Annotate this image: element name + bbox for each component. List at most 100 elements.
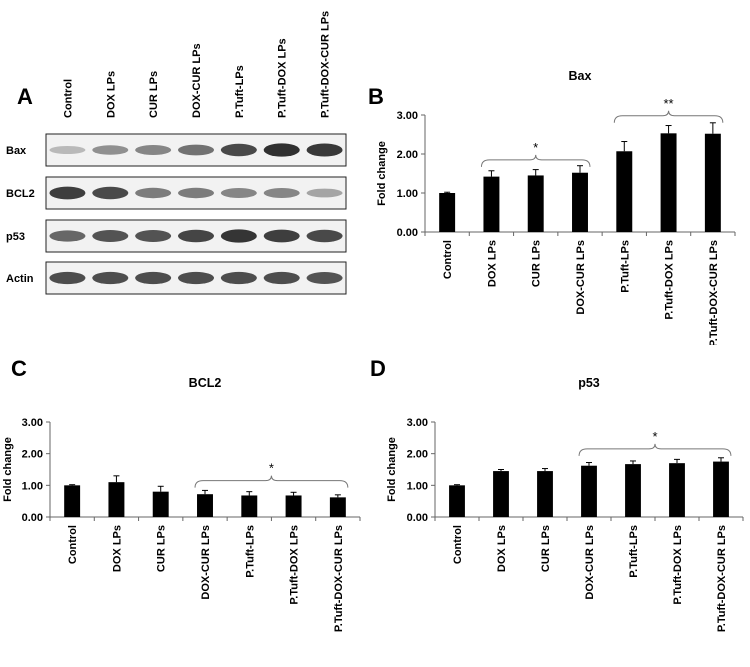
bar — [439, 193, 456, 232]
blot-band — [135, 145, 172, 155]
bar — [493, 471, 509, 517]
x-tick-label: P.Tuft-LPs — [244, 525, 256, 578]
blot-band — [263, 143, 300, 157]
blot-band — [135, 271, 172, 285]
significance-bracket — [613, 110, 724, 123]
bar — [527, 175, 544, 232]
bar — [329, 497, 346, 517]
y-tick-label: 0.00 — [397, 227, 418, 239]
chart-bcl2: BCL2 Fold change 0.00 1.00 2.00 3.00 Control DO… — [2, 376, 361, 632]
y-axis-label: Fold change — [386, 437, 398, 502]
x-tick-label: Control — [442, 240, 454, 279]
x-tick-label: P.Tuft-DOX-CUR LPs — [333, 525, 345, 632]
chart-title: p53 — [578, 376, 600, 390]
y-tick-label: 1.00 — [22, 480, 43, 492]
y-tick-label: 1.00 — [407, 480, 428, 492]
blot-band — [178, 229, 214, 243]
y-tick-label: 0.00 — [22, 512, 43, 524]
blot-band — [49, 230, 86, 242]
bar — [581, 465, 597, 517]
blot-band — [306, 272, 343, 284]
bar — [285, 495, 302, 517]
bar — [572, 172, 588, 232]
y-tick-label: 3.00 — [397, 110, 418, 122]
bar — [108, 482, 125, 517]
x-tick-label: DOX LPs — [496, 525, 508, 572]
blot-band — [220, 188, 257, 198]
lane-label: DOX-CUR LPs — [191, 43, 203, 118]
significance-marker: ** — [664, 96, 674, 111]
x-tick-label: P.Tuft-DOX-CUR LPs — [716, 525, 728, 632]
significance-bracket — [194, 475, 349, 488]
blot-band — [92, 145, 129, 155]
blot-band — [306, 229, 343, 243]
y-tick-label: 0.00 — [407, 512, 428, 524]
blot-row-label: p53 — [6, 231, 25, 243]
lane-label: P.Tuft-LPs — [234, 65, 246, 118]
western-blot: Control DOX LPs CUR LPs DOX-CUR LPs P.Tuft-L… — [6, 11, 347, 295]
significance-marker: * — [533, 140, 538, 155]
significance-bracket — [578, 443, 732, 456]
x-tick-label: DOX-CUR LPs — [200, 525, 212, 600]
blot-band — [92, 186, 129, 200]
y-tick-label: 3.00 — [407, 417, 428, 429]
x-tick-label: P.Tuft-DOX LPs — [289, 525, 301, 605]
y-tick-label: 2.00 — [22, 449, 43, 461]
x-tick-label: CUR LPs — [531, 240, 543, 287]
blot-band — [263, 188, 300, 198]
panel-label-a: A — [17, 84, 33, 109]
x-tick-label: DOX-CUR LPs — [575, 240, 587, 315]
blot-band — [178, 144, 214, 156]
panel-label-d: D — [370, 356, 386, 381]
lane-label: CUR LPs — [148, 71, 160, 118]
x-tick-label: Control — [67, 525, 79, 564]
bar — [704, 133, 721, 232]
blot-band — [49, 186, 86, 200]
significance-marker: * — [652, 429, 657, 444]
blot-row-label: Actin — [6, 273, 34, 285]
y-tick-label: 2.00 — [397, 149, 418, 161]
blot-band — [49, 146, 86, 154]
y-axis-label: Fold change — [376, 141, 388, 206]
blot-band — [92, 271, 129, 285]
chart-title: Bax — [569, 69, 592, 83]
bar — [152, 491, 169, 517]
bar — [64, 485, 81, 517]
bar — [537, 471, 553, 517]
bar — [713, 461, 729, 517]
blot-band — [135, 230, 172, 242]
blot-band — [306, 143, 343, 157]
x-tick-label: P.Tuft-DOX-CUR LPs — [708, 240, 720, 345]
blot-band — [220, 229, 257, 243]
panel-label-c: C — [11, 356, 27, 381]
blot-band — [92, 230, 129, 242]
y-tick-label: 1.00 — [397, 188, 418, 200]
significance-marker: * — [269, 461, 274, 476]
x-tick-label: CUR LPs — [156, 525, 168, 572]
y-tick-label: 3.00 — [22, 417, 43, 429]
panel-label-b: B — [368, 84, 384, 109]
x-tick-label: DOX LPs — [486, 240, 498, 287]
blot-band — [220, 271, 257, 285]
bar — [483, 176, 500, 232]
bar — [449, 485, 465, 517]
blot-band — [135, 187, 172, 199]
lane-label: P.Tuft-DOX-CUR LPs — [320, 11, 332, 118]
lane-label: P.Tuft-DOX LPs — [277, 38, 289, 118]
y-tick-label: 2.00 — [407, 449, 428, 461]
x-tick-label: P.Tuft-LPs — [619, 240, 631, 293]
blot-row-label: BCL2 — [6, 188, 35, 200]
significance-bracket — [480, 154, 591, 167]
bar — [241, 495, 258, 517]
bar — [669, 463, 685, 517]
blot-band — [263, 271, 300, 285]
blot-band — [178, 187, 214, 199]
y-axis-label: Fold change — [2, 437, 14, 502]
chart-p53: p53 Fold change 0.00 1.00 2.00 3.00 Control DOX… — [386, 376, 744, 632]
bar — [625, 464, 641, 517]
lane-label: DOX LPs — [105, 71, 117, 118]
x-tick-label: P.Tuft-LPs — [628, 525, 640, 578]
blot-band — [49, 271, 86, 285]
x-tick-label: P.Tuft-DOX LPs — [664, 240, 676, 320]
blot-band — [178, 271, 214, 285]
